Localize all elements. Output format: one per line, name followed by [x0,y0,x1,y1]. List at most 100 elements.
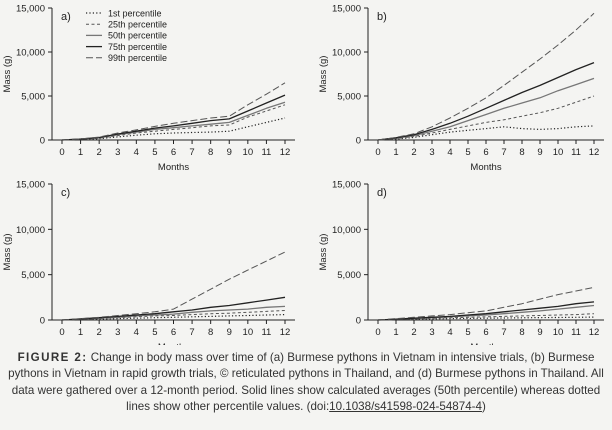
panel-label: d) [377,187,387,199]
y-tick-label: 5,000 [337,92,361,103]
x-tick-label: 8 [519,147,524,158]
series-line-4 [61,296,286,321]
legend-entry: 50th percentile [108,31,167,41]
series-line-5 [61,251,286,321]
legend-entry: 1st percentile [108,8,162,18]
x-tick-label: 12 [280,327,291,338]
x-tick-label: 9 [227,327,232,338]
x-tick-label: 10 [553,147,564,158]
x-tick-label: 6 [483,147,488,158]
y-tick-label: 10,000 [16,48,45,59]
y-axis-title: Mass (g) [2,56,13,93]
series-line-4 [377,301,595,321]
x-tick-label: 0 [375,147,380,158]
caption-close: ) [481,400,486,414]
x-axis-title: Months [470,342,501,345]
x-tick-label: 1 [78,327,83,338]
caption-text: Change in body mass over time of (a) Bur… [8,351,604,414]
x-tick-label: 10 [553,327,564,338]
y-axis-title: Mass (g) [318,56,329,93]
x-tick-label: 8 [208,147,213,158]
x-tick-label: 7 [189,327,194,338]
x-tick-label: 3 [429,327,434,338]
y-tick-label: 0 [40,316,45,327]
x-tick-label: 9 [537,327,542,338]
y-tick-label: 15,000 [332,180,361,191]
figure-caption: FIGURE 2: Change in body mass over time … [6,350,606,416]
x-tick-label: 0 [59,327,64,338]
y-tick-label: 0 [40,136,45,147]
series-line-3 [61,101,286,141]
x-tick-label: 8 [208,327,213,338]
x-tick-label: 9 [227,147,232,158]
series-line-5 [377,12,595,141]
x-tick-label: 7 [501,327,506,338]
chart-panel-2 [364,7,604,144]
y-tick-label: 5,000 [337,270,361,281]
chart-panel-3 [48,183,295,324]
legend-entry: 99th percentile [108,53,167,63]
x-tick-label: 3 [115,327,120,338]
panel-label: b) [377,11,387,23]
x-axis-title: Months [158,162,189,173]
x-tick-label: 4 [447,327,452,338]
series-line-4 [61,94,286,141]
series-line-5 [61,82,286,141]
x-tick-label: 6 [171,327,176,338]
chart-panel-4 [364,183,604,324]
legend-entry: 75th percentile [108,42,167,52]
y-tick-label: 10,000 [332,48,361,59]
x-tick-label: 8 [519,327,524,338]
y-tick-label: 10,000 [332,225,361,236]
series-line-4 [377,61,595,141]
series-line-1 [377,125,595,141]
x-tick-label: 11 [571,147,581,158]
x-tick-label: 2 [97,147,102,158]
chart-panel-1 [48,7,295,144]
x-tick-label: 10 [243,327,254,338]
x-tick-label: 1 [78,147,83,158]
x-tick-label: 5 [465,147,470,158]
x-tick-label: 1 [393,327,398,338]
x-tick-label: 11 [261,147,271,158]
x-tick-label: 0 [59,147,64,158]
y-tick-label: 0 [356,136,361,147]
y-axis-title: Mass (g) [2,234,13,271]
x-tick-label: 12 [589,327,600,338]
x-tick-label: 11 [261,327,271,338]
x-tick-label: 6 [171,147,176,158]
y-tick-label: 5,000 [21,92,45,103]
x-tick-label: 5 [465,327,470,338]
x-tick-label: 5 [152,147,157,158]
x-tick-label: 2 [97,327,102,338]
caption-doi-link[interactable]: 10.1038/s41598-024-54874-4 [329,400,482,414]
y-axis-title: Mass (g) [318,234,329,271]
x-tick-label: 12 [280,147,291,158]
series-line-2 [61,310,286,321]
caption-label: FIGURE 2: [17,351,88,364]
series-line-3 [377,77,595,141]
legend-entry: 25th percentile [108,20,167,30]
y-tick-label: 10,000 [16,225,45,236]
series-line-2 [377,95,595,141]
series-line-5 [377,286,595,321]
panel-label: a) [61,11,71,23]
x-tick-label: 12 [589,147,600,158]
x-tick-label: 3 [115,147,120,158]
x-tick-label: 4 [134,327,139,338]
x-axis-title: Months [158,342,189,345]
x-tick-label: 6 [483,327,488,338]
x-tick-label: 5 [152,327,157,338]
panel-label: c) [61,187,70,199]
x-tick-label: 4 [134,147,139,158]
y-tick-label: 15,000 [16,4,45,15]
x-tick-label: 2 [411,147,416,158]
x-tick-label: 7 [501,147,506,158]
x-tick-label: 1 [393,147,398,158]
y-tick-label: 15,000 [332,4,361,15]
x-axis-title: Months [470,162,501,173]
x-tick-label: 11 [571,327,581,338]
x-tick-label: 0 [375,327,380,338]
x-tick-label: 3 [429,147,434,158]
x-tick-label: 7 [189,147,194,158]
